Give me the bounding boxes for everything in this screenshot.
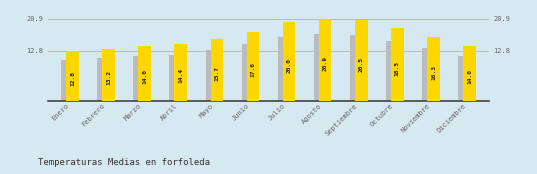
Text: 12.8: 12.8 (70, 71, 75, 86)
Bar (102, 49, 115, 101)
Text: 20.0: 20.0 (287, 58, 292, 73)
Bar (97, 58, 110, 101)
Bar (66, 51, 79, 101)
Bar (458, 56, 471, 101)
Bar (246, 32, 259, 101)
Bar (170, 55, 182, 101)
Bar (242, 44, 254, 101)
Bar (463, 46, 476, 101)
Text: 14.0: 14.0 (142, 69, 147, 84)
Bar (422, 48, 435, 101)
Bar (386, 41, 398, 101)
Bar (319, 19, 331, 101)
Bar (133, 56, 146, 101)
Text: 18.5: 18.5 (395, 61, 400, 76)
Text: 15.7: 15.7 (214, 66, 220, 81)
Bar (211, 39, 223, 101)
Bar (314, 34, 326, 101)
Text: Temperaturas Medias en forfoleda: Temperaturas Medias en forfoleda (38, 158, 209, 167)
Bar (206, 50, 218, 101)
Bar (350, 35, 362, 101)
Bar (139, 46, 151, 101)
Text: 20.9: 20.9 (323, 57, 328, 72)
Text: 17.6: 17.6 (250, 62, 256, 77)
Bar (427, 37, 440, 101)
Text: 14.0: 14.0 (467, 69, 472, 84)
Bar (61, 60, 74, 101)
Bar (283, 22, 295, 101)
Bar (278, 37, 291, 101)
Text: 14.4: 14.4 (178, 68, 183, 83)
Bar (175, 44, 187, 101)
Bar (391, 28, 404, 101)
Text: 20.5: 20.5 (359, 57, 364, 72)
Text: 16.3: 16.3 (431, 65, 436, 80)
Bar (355, 20, 368, 101)
Text: 13.2: 13.2 (106, 70, 111, 85)
